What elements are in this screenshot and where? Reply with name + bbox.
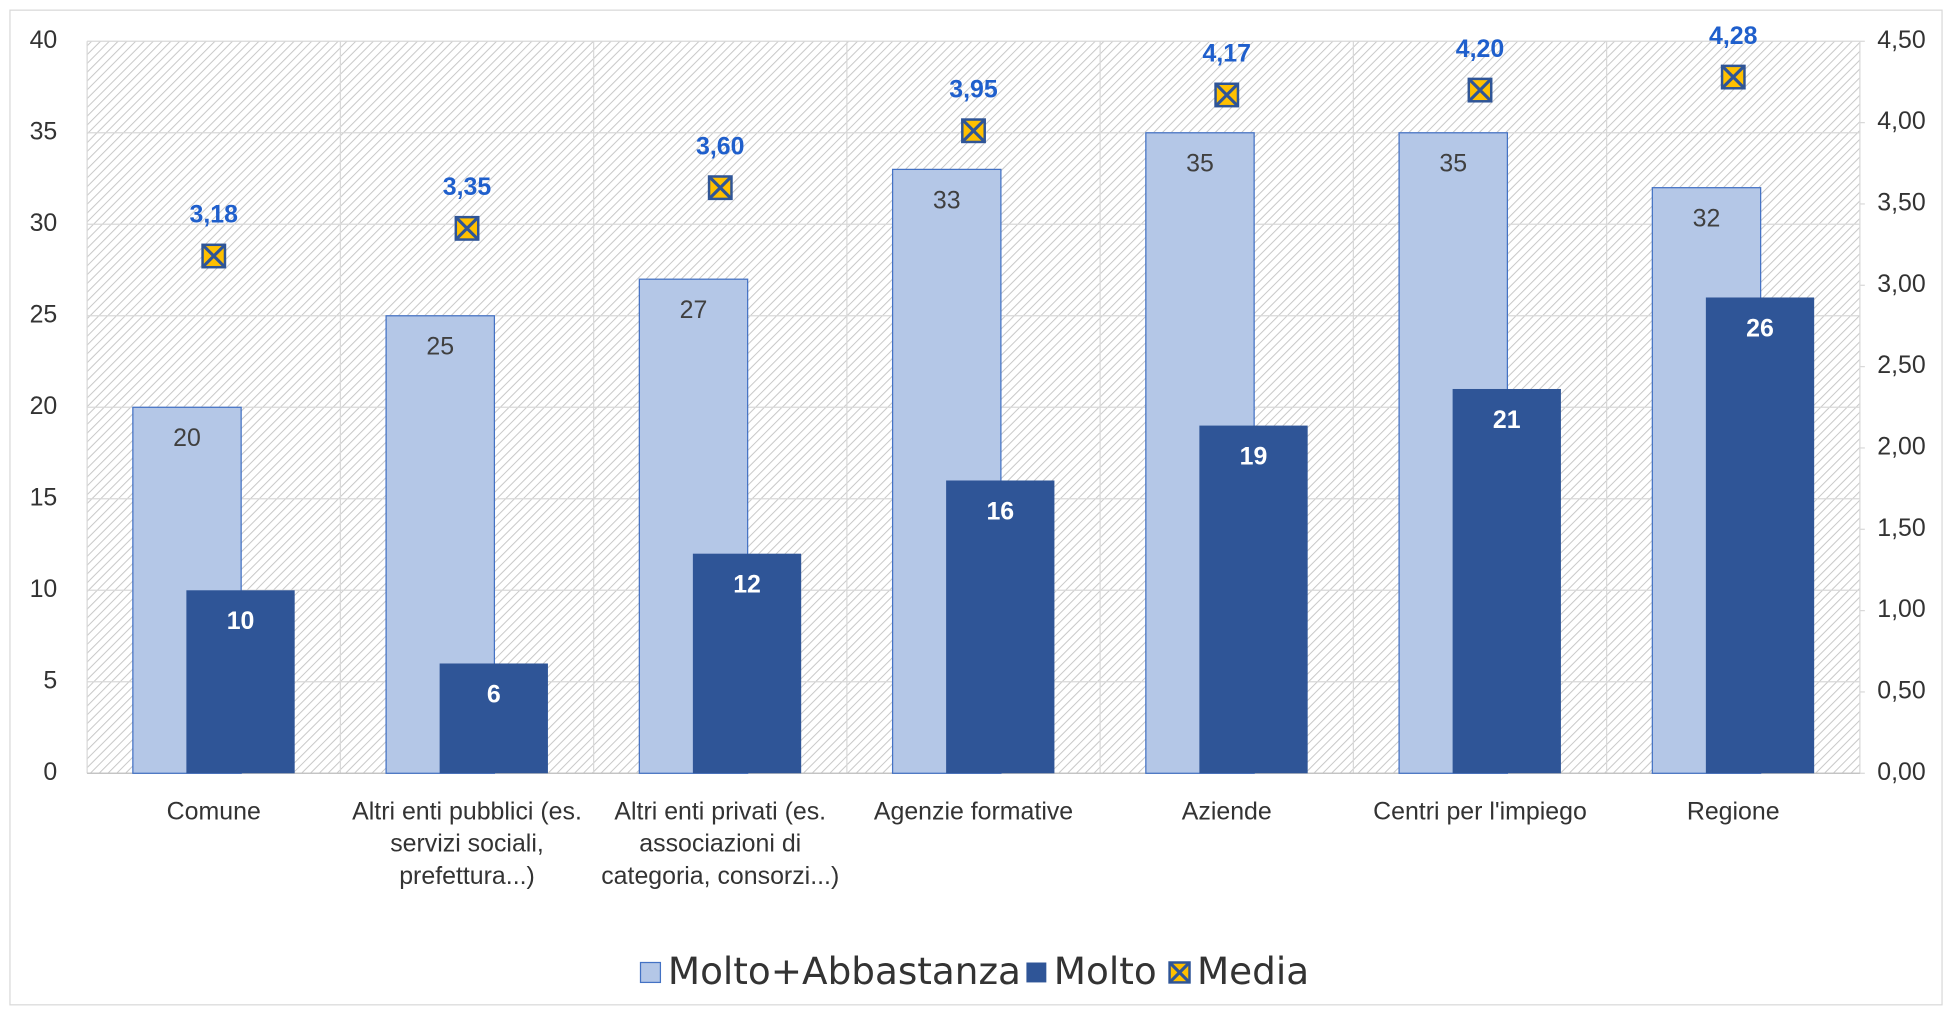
x-tick-label: Centri per l'impiego xyxy=(1373,798,1587,826)
data-label: 21 xyxy=(1493,406,1521,434)
bar xyxy=(1199,425,1308,774)
x-tick-label: Agenzie formative xyxy=(873,798,1074,826)
bar xyxy=(1705,297,1815,774)
data-label: 16 xyxy=(986,497,1014,525)
y-tick-label: 20 xyxy=(30,392,58,420)
x-tick-label-box: Centri per l'impiego xyxy=(1373,798,1587,826)
x-tick-label-box: Altri enti pubblici (es. servizi sociali… xyxy=(352,798,582,891)
marker-cross xyxy=(1214,82,1240,108)
data-label: 3,18 xyxy=(190,201,239,229)
y-tick-label: 15 xyxy=(30,483,58,511)
marker-cross xyxy=(1720,64,1746,90)
x-tick-label-box: Altri enti privati (es. associazioni di … xyxy=(601,798,840,891)
data-label: 32 xyxy=(1693,205,1721,233)
x-tick-label-box: Regione xyxy=(1686,798,1780,826)
marker xyxy=(201,243,227,269)
data-label: 3,60 xyxy=(696,132,744,160)
legend-swatch xyxy=(1026,962,1047,983)
y-tick-label: 25 xyxy=(30,300,58,328)
marker-cross xyxy=(454,216,480,241)
x-tick-label: Comune xyxy=(166,798,261,826)
marker xyxy=(1467,77,1493,103)
y2-tick-label: 4,50 xyxy=(1877,26,1925,54)
legend-label: Media xyxy=(1197,949,1309,993)
y2-tick-label: 3,00 xyxy=(1877,270,1925,298)
y-tick-label: 40 xyxy=(30,26,58,54)
x-tick-label-box: Comune xyxy=(166,798,261,826)
legend-label: Molto xyxy=(1054,949,1157,993)
data-label: 35 xyxy=(1186,150,1214,178)
data-label: 3,95 xyxy=(949,75,998,103)
legend-label: Molto+Abbastanza xyxy=(668,949,1021,993)
y2-tick-label: 0,00 xyxy=(1877,758,1925,786)
marker xyxy=(707,175,733,201)
marker-cross xyxy=(1467,77,1493,103)
bar xyxy=(186,590,295,774)
marker xyxy=(961,118,986,144)
x-tick-label: Aziende xyxy=(1181,798,1272,826)
legend-swatch xyxy=(639,961,662,984)
data-label: 12 xyxy=(733,571,761,599)
y2-tick-label: 3,50 xyxy=(1877,189,1925,217)
y2-tick-label: 1,00 xyxy=(1877,595,1925,623)
marker xyxy=(1720,64,1746,90)
data-label: 25 xyxy=(426,333,454,361)
data-label: 4,20 xyxy=(1456,35,1504,63)
bar xyxy=(692,553,802,774)
y-tick-label: 0 xyxy=(43,758,57,786)
y-tick-label: 5 xyxy=(43,666,57,694)
x-tick-label: Regione xyxy=(1686,798,1780,826)
y-tick-label: 35 xyxy=(30,117,58,145)
data-label: 19 xyxy=(1240,443,1268,471)
y2-tick-label: 0,50 xyxy=(1877,677,1925,705)
marker xyxy=(454,215,480,241)
data-label: 20 xyxy=(173,424,201,452)
marker-cross xyxy=(961,118,986,144)
y2-tick-label: 1,50 xyxy=(1877,514,1925,542)
x-tick-label-box: Aziende xyxy=(1181,798,1272,826)
y2-tick-label: 2,50 xyxy=(1877,351,1925,379)
y-tick-label: 10 xyxy=(30,575,58,603)
marker-cross xyxy=(201,243,227,269)
bar xyxy=(1452,388,1561,774)
marker xyxy=(1214,82,1240,108)
x-tick-label: Altri enti pubblici (es. servizi sociali… xyxy=(352,798,582,891)
x-tick-label: Altri enti privati (es. associazioni di … xyxy=(601,798,840,891)
data-label: 6 xyxy=(487,680,501,708)
y2-tick-label: 2,00 xyxy=(1877,433,1925,461)
data-label: 27 xyxy=(680,296,708,324)
legend-cross xyxy=(1168,961,1191,984)
y-tick-label: 30 xyxy=(30,209,58,237)
data-label: 33 xyxy=(933,186,961,214)
data-label: 4,17 xyxy=(1203,40,1251,68)
y2-tick-label: 4,00 xyxy=(1877,107,1925,135)
marker-cross xyxy=(707,175,733,200)
data-label: 10 xyxy=(227,607,255,635)
data-label: 35 xyxy=(1439,150,1467,178)
bar xyxy=(439,663,548,774)
data-label: 4,28 xyxy=(1709,22,1758,50)
x-tick-label-box: Agenzie formative xyxy=(873,798,1074,826)
chart-border xyxy=(9,9,1943,1006)
data-label: 3,35 xyxy=(443,173,492,201)
data-label: 26 xyxy=(1746,314,1774,342)
bar xyxy=(946,480,1055,774)
